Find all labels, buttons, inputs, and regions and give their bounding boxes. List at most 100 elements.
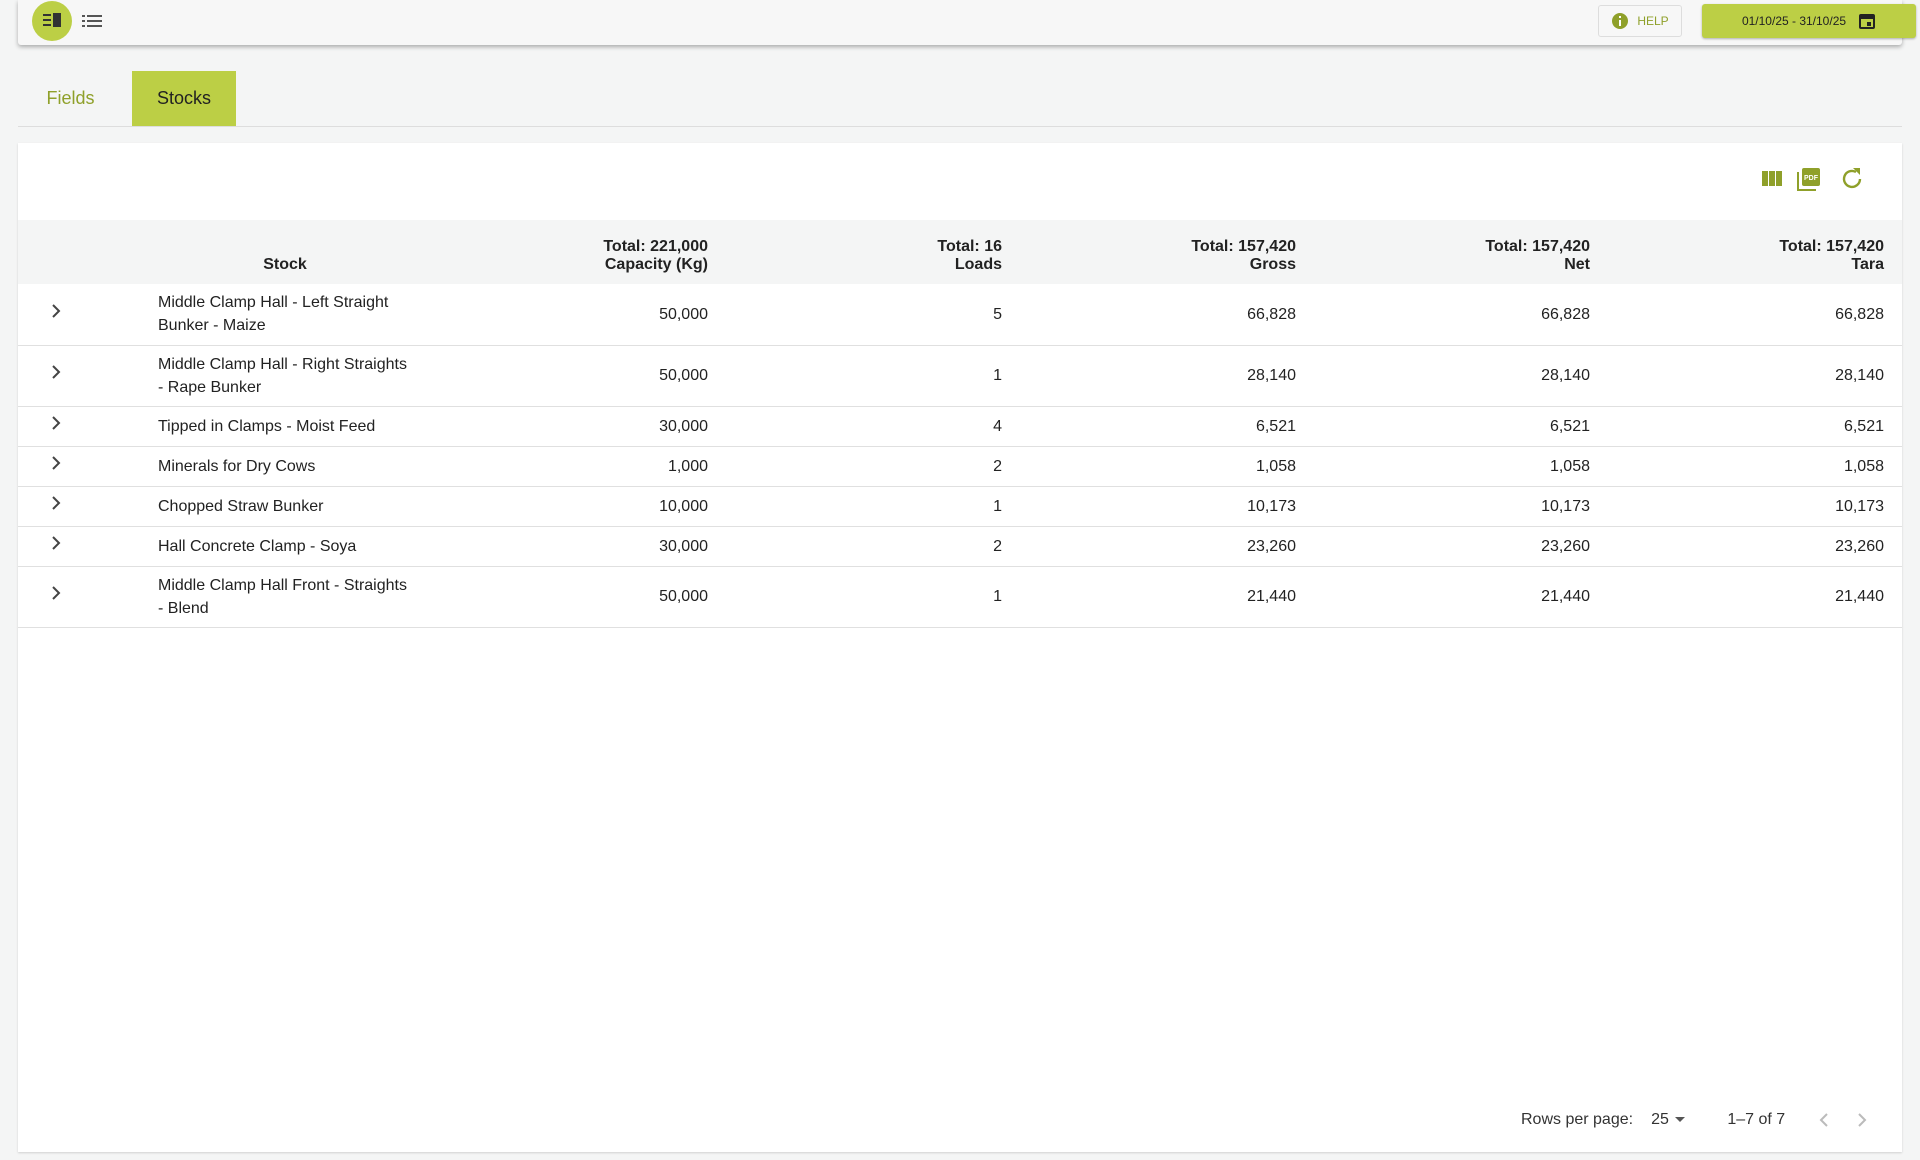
table-body: Middle Clamp Hall - Left Straight Bunker… (18, 284, 1902, 628)
table-row[interactable]: Hall Concrete Clamp - Soya 30,000 2 23,260 2… (18, 526, 1902, 567)
column-header: Total: 16 Loads (726, 220, 1020, 284)
table-cell: 10,000 (430, 486, 726, 527)
stocks-table: Stock Total: 221,000 Capacity (Kg) Total: … (18, 220, 1902, 628)
column-label: Loads (954, 256, 1002, 273)
stock-cell: Minerals for Dry Cows (140, 446, 430, 487)
expand-cell (18, 486, 140, 527)
stock-cell: Middle Clamp Hall - Left Straight Bunker… (140, 284, 430, 346)
tab-active[interactable]: Stocks (132, 71, 236, 126)
table-cell: 1 (726, 566, 1020, 628)
table-cell: 5 (726, 284, 1020, 346)
table-cell: 21,440 (1020, 566, 1314, 628)
column-label: Gross (1249, 256, 1296, 273)
column-header: Total: 157,420 Net (1314, 220, 1608, 284)
expand-cell (18, 446, 140, 487)
help-button[interactable]: HELP (1598, 5, 1682, 37)
table-cell: 2 (726, 526, 1020, 567)
total-value: 16 (984, 238, 1002, 255)
table-cell: 6,521 (1314, 406, 1608, 447)
table-cell: 1,000 (430, 446, 726, 487)
pdf-button[interactable]: PDF (1797, 168, 1820, 191)
table-cell: 21,440 (1608, 566, 1902, 628)
total-prefix: Total: (1779, 238, 1822, 255)
column-header: Total: 221,000 Capacity (Kg) (430, 220, 726, 284)
total-prefix: Total: (1485, 238, 1528, 255)
expand-chevron[interactable] (48, 455, 64, 471)
top-bar: HELP 01/10/25 - 31/10/25 (18, 0, 1916, 45)
table-cell: 23,260 (1608, 526, 1902, 567)
rows-per-page-value: 25 (1651, 1111, 1669, 1128)
expand-cell (18, 345, 140, 407)
table-cell: 30,000 (430, 526, 726, 567)
dropdown-arrow (1675, 1117, 1686, 1122)
expand-cell (18, 406, 140, 447)
column-header: Stock (263, 256, 307, 273)
stock-name: Middle Clamp Hall Front - Straights - Bl… (158, 576, 407, 617)
expand-cell (18, 526, 140, 567)
expand-cell (18, 566, 140, 628)
column-header: Total: 157,420 Gross (1020, 220, 1314, 284)
rows-per-page-select[interactable]: 25 (1651, 1111, 1687, 1129)
svg-text:PDF: PDF (1804, 175, 1819, 182)
columns-button[interactable] (1762, 171, 1782, 186)
column-total: Total: 16 (744, 238, 1002, 256)
next-page[interactable] (1858, 1113, 1867, 1127)
table-row[interactable]: Minerals for Dry Cows 1,000 2 1,058 1,058 1,0… (18, 446, 1902, 487)
table-row[interactable]: Middle Clamp Hall Front - Straights - Bl… (18, 566, 1902, 628)
page-range: 1–7 of 7 (1727, 1111, 1786, 1128)
table-row[interactable]: Middle Clamp Hall - Right Straights - Ra… (18, 345, 1902, 407)
table-cell: 30,000 (430, 406, 726, 447)
expand-chevron[interactable] (48, 364, 64, 380)
pagination: Rows per page: 25 1–7 of 7 (1521, 1110, 1875, 1130)
table-cell: 1,058 (1314, 446, 1608, 487)
stock-name: Middle Clamp Hall - Left Straight Bunker… (158, 294, 389, 335)
page-navigation (1819, 1113, 1867, 1127)
column-total: Total: 221,000 (448, 238, 708, 256)
table-cell: 21,440 (1314, 566, 1608, 628)
stock-name: Chopped Straw Bunker (158, 497, 324, 515)
header-row: Stock Total: 221,000 Capacity (Kg) Total: … (18, 220, 1902, 284)
info-icon (1612, 13, 1629, 29)
total-value: 157,420 (1238, 238, 1296, 255)
sidebar-toggle[interactable] (32, 1, 72, 41)
total-value: 157,420 (1826, 238, 1884, 255)
table-cell: 10,173 (1020, 486, 1314, 527)
table-cell: 23,260 (1020, 526, 1314, 567)
expand-chevron[interactable] (48, 415, 64, 431)
list-view-button[interactable] (80, 10, 104, 34)
table-row[interactable]: Chopped Straw Bunker 10,000 1 10,173 10,173 1… (18, 486, 1902, 527)
prev-page[interactable] (1819, 1113, 1828, 1127)
expand-chevron[interactable] (48, 303, 64, 319)
table-cell: 66,828 (1608, 284, 1902, 346)
total-prefix: Total: (937, 238, 980, 255)
table-cell: 1 (726, 345, 1020, 407)
column-header: Total: 157,420 Tara (1608, 220, 1902, 284)
expand-chevron[interactable] (48, 535, 64, 551)
stock-name: Tipped in Clamps - Moist Feed (158, 417, 376, 435)
table-cell: 6,521 (1608, 406, 1902, 447)
table-row[interactable]: Middle Clamp Hall - Left Straight Bunker… (18, 284, 1902, 346)
stock-name: Minerals for Dry Cows (158, 457, 316, 475)
table-cell: 28,140 (1608, 345, 1902, 407)
help-label: HELP (1637, 14, 1669, 28)
tab[interactable]: Fields (46, 88, 95, 108)
total-value: 221,000 (650, 238, 708, 255)
expand-chevron[interactable] (48, 585, 64, 601)
stock-cell: Hall Concrete Clamp - Soya (140, 526, 430, 567)
rows-per-page-label: Rows per page: (1521, 1111, 1634, 1128)
expand-header (18, 220, 140, 284)
refresh-button[interactable] (1842, 168, 1862, 189)
stock-cell: Tipped in Clamps - Moist Feed (140, 406, 430, 447)
table-row[interactable]: Tipped in Clamps - Moist Feed 30,000 4 6,52… (18, 406, 1902, 447)
table-cell: 50,000 (430, 345, 726, 407)
table-cell: 66,828 (1314, 284, 1608, 346)
date-range-button[interactable]: 01/10/25 - 31/10/25 (1702, 4, 1916, 38)
column-total: Total: 157,420 (1332, 238, 1590, 256)
table-cell: 10,173 (1608, 486, 1902, 527)
table-cell: 28,140 (1314, 345, 1608, 407)
column-label: Tara (1851, 256, 1884, 273)
expand-chevron[interactable] (48, 495, 64, 511)
total-value: 157,420 (1532, 238, 1590, 255)
